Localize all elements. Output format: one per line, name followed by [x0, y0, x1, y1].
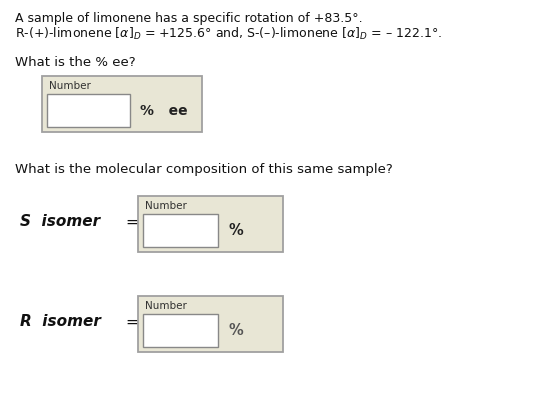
Bar — [42, 76, 202, 132]
Bar — [138, 196, 283, 252]
Bar — [47, 94, 130, 127]
Text: What is the molecular composition of this same sample?: What is the molecular composition of thi… — [15, 163, 393, 176]
Text: %: % — [228, 323, 243, 338]
Text: R  isomer: R isomer — [20, 314, 101, 330]
Bar — [143, 214, 218, 247]
Text: =: = — [125, 214, 138, 229]
Text: S  isomer: S isomer — [20, 214, 100, 229]
Bar — [138, 296, 283, 352]
Text: Number: Number — [145, 201, 187, 211]
Text: R-(+)-limonene [$\alpha$]$_D$ = +125.6° and, S-(–)-limonene [$\alpha$]$_D$ = – 1: R-(+)-limonene [$\alpha$]$_D$ = +125.6° … — [15, 26, 442, 42]
Text: Number: Number — [49, 81, 91, 91]
Text: %: % — [228, 223, 243, 238]
Text: =: = — [125, 314, 138, 330]
Text: A sample of limonene has a specific rotation of +83.5°.: A sample of limonene has a specific rota… — [15, 12, 363, 25]
Bar — [143, 314, 218, 347]
Text: %   ee: % ee — [140, 104, 188, 118]
Text: Number: Number — [145, 301, 187, 311]
Text: What is the % ee?: What is the % ee? — [15, 56, 136, 69]
